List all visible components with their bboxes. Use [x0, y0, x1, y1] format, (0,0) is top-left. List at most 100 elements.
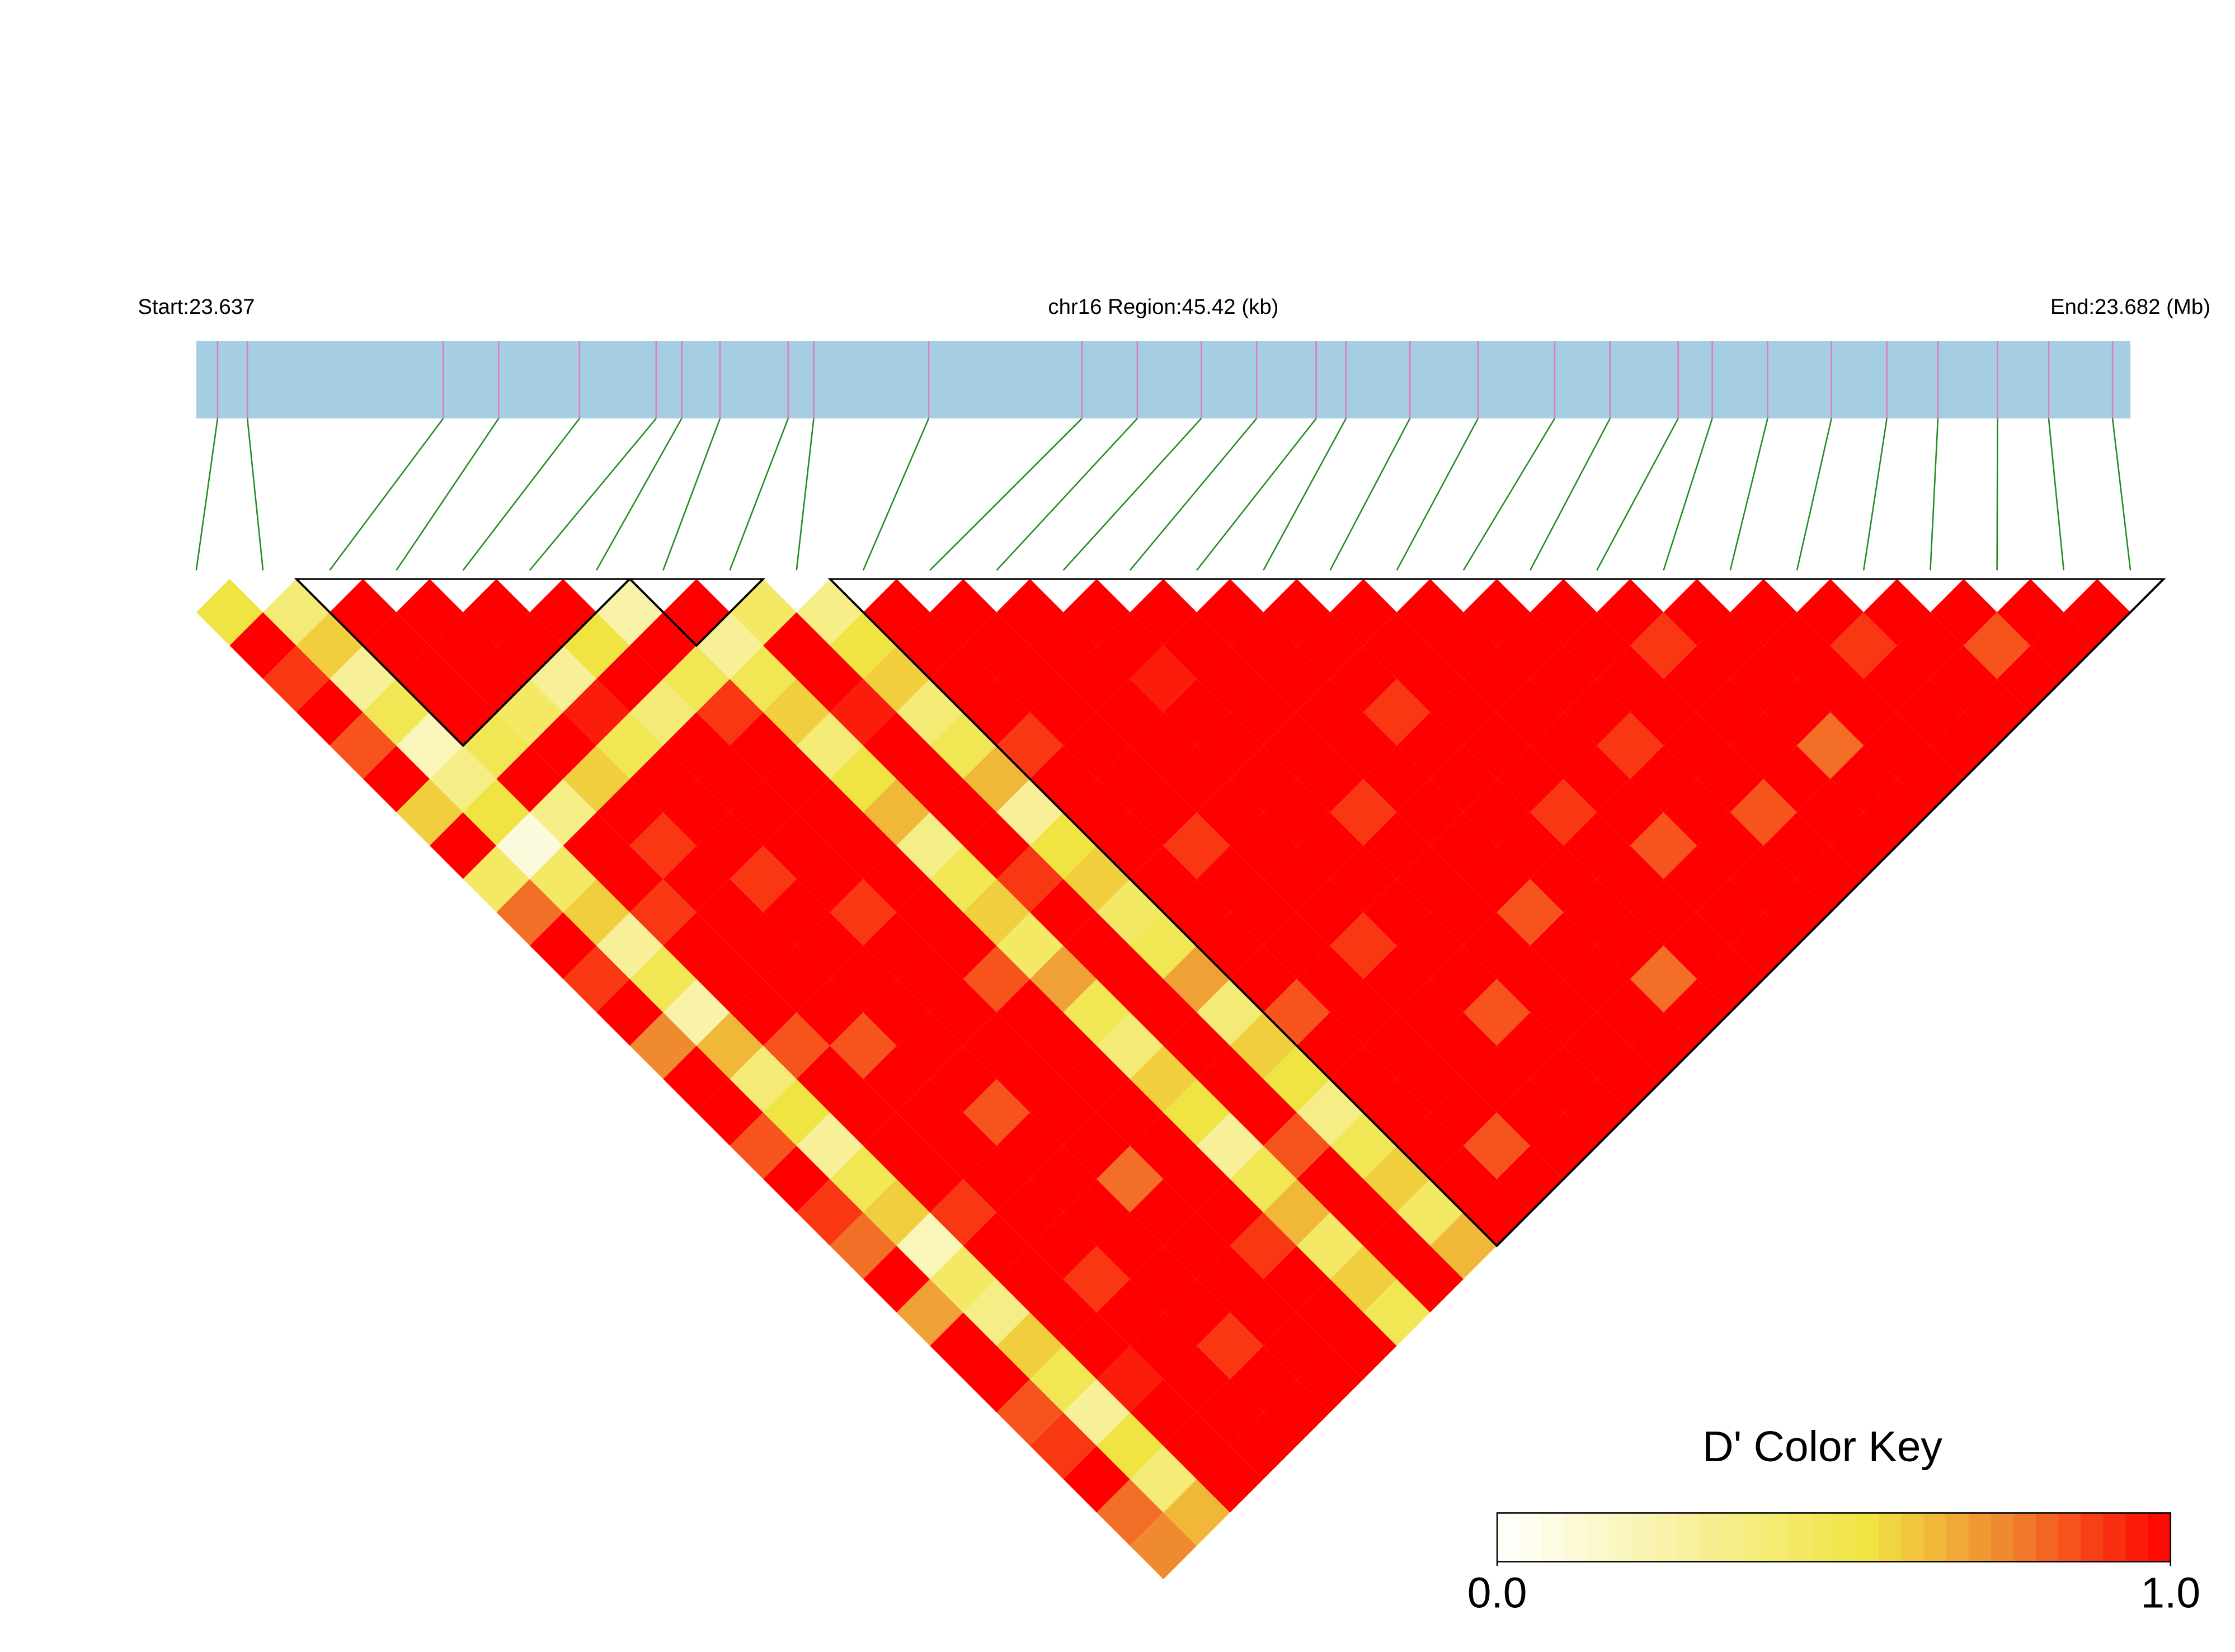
ld-cell [1663, 578, 1730, 646]
snp-connector [2048, 418, 2065, 571]
snp-connector [1462, 418, 1556, 571]
ld-cell [1330, 845, 1397, 912]
ld-cell [1730, 645, 1797, 713]
ld-cell [463, 578, 530, 646]
ld-cell [629, 612, 697, 679]
ld-cell [1197, 979, 1264, 1046]
snp-connector [1796, 418, 1832, 571]
ld-cell [1730, 845, 1797, 912]
ld-cell [663, 645, 730, 713]
ld-cell [663, 912, 730, 980]
ld-cell [1030, 1279, 1097, 1346]
color-key-swatch [1721, 1513, 1745, 1562]
color-key-swatch [1519, 1513, 1543, 1562]
ld-cell [930, 912, 997, 980]
ld-cell [196, 578, 264, 646]
ld-cell [1396, 578, 1464, 646]
mask [0, 573, 2235, 578]
ld-cell [796, 645, 863, 713]
ld-cell [529, 779, 597, 846]
color-key-swatch [1609, 1513, 1633, 1562]
ld-cell [1296, 679, 1364, 746]
ld-cell [1330, 912, 1397, 980]
snp-connector [1663, 418, 1713, 571]
color-key-swatch [2125, 1513, 2149, 1562]
color-key-swatch [2103, 1513, 2126, 1562]
end-label: End:23.682 (Mb) [2050, 295, 2210, 319]
ld-cell [1263, 1046, 1330, 1113]
ld-cell [996, 1179, 1064, 1246]
snp-connector [1862, 418, 1888, 571]
color-key-swatch [1879, 1513, 1902, 1562]
snp-connector [1596, 418, 1679, 571]
color-key-swatch [1654, 1513, 1678, 1562]
ld-cell [1730, 779, 1797, 846]
color-key-swatch [1789, 1513, 1813, 1562]
ld-cell [930, 845, 997, 912]
ld-cell [1197, 645, 1264, 713]
color-key-title: D' Color Key [1702, 1423, 1942, 1471]
snp-connector [596, 418, 683, 571]
ld-cell [1263, 1112, 1330, 1179]
ld-cell [529, 845, 597, 912]
ld-cell [796, 1046, 863, 1113]
ld-cell [1296, 1279, 1364, 1346]
ld-cell [1263, 1379, 1330, 1446]
ld-cell [963, 1345, 1031, 1413]
color-key-swatch [1699, 1513, 1723, 1562]
snp-connector [462, 418, 580, 571]
ld-cell [1197, 1112, 1264, 1179]
ld-cell [1330, 979, 1397, 1046]
ld-cell [1197, 779, 1264, 846]
ld-cell [596, 912, 664, 980]
ld-cell [930, 1179, 997, 1246]
snp-connector [195, 418, 219, 571]
color-key-swatch [1766, 1513, 1790, 1562]
ld-cell [596, 645, 664, 713]
ld-cell [1997, 578, 2064, 646]
snp-connector [396, 418, 500, 571]
ld-cell [1730, 578, 1797, 646]
ld-cell [1363, 1279, 1431, 1346]
ld-cell [796, 1179, 863, 1246]
ld-cell [1330, 578, 1397, 646]
ld-cell [863, 1179, 930, 1246]
color-key-swatch [1856, 1513, 1880, 1562]
snp-connector [862, 418, 930, 571]
chart-title: chr16 Region:45.42 (kb) [1048, 295, 1278, 319]
color-key-tick-label: 1.0 [2140, 1569, 2200, 1617]
ld-cell [1197, 712, 1264, 779]
color-key-swatch [1946, 1513, 1969, 1562]
ld-cell [596, 779, 664, 846]
ld-cell [1263, 845, 1330, 912]
color-key-swatch [2148, 1513, 2172, 1562]
ld-cell [930, 578, 997, 646]
snp-connector [1996, 418, 1998, 571]
snp-connector [662, 418, 721, 571]
start-label: Start:23.637 [138, 295, 255, 319]
ld-cell [1197, 845, 1264, 912]
ld-cell [1197, 1179, 1264, 1246]
ld-cell [463, 779, 530, 846]
ld-cell [1864, 578, 1931, 646]
color-key-swatch [2081, 1513, 2104, 1562]
ld-cell [263, 645, 330, 713]
snp-connector [1196, 418, 1317, 571]
ld-cell [663, 1046, 730, 1113]
color-key-swatch [1923, 1513, 1947, 1562]
ld-cell [1030, 1345, 1097, 1413]
ld-cell [930, 1046, 997, 1113]
snp-connector [1129, 418, 1258, 571]
ld-cell [1330, 645, 1397, 713]
color-key-swatch [1991, 1513, 2015, 1562]
snp-connector [329, 418, 444, 571]
ld-cell [1197, 1046, 1264, 1113]
ld-cell [963, 1279, 1031, 1346]
ld-cell [1597, 578, 1664, 646]
color-key-swatch [1968, 1513, 1992, 1562]
ld-cell [1263, 1179, 1330, 1246]
ld-cell [1330, 712, 1397, 779]
ld-cell [1163, 1345, 1230, 1413]
ld-cell [596, 979, 664, 1046]
